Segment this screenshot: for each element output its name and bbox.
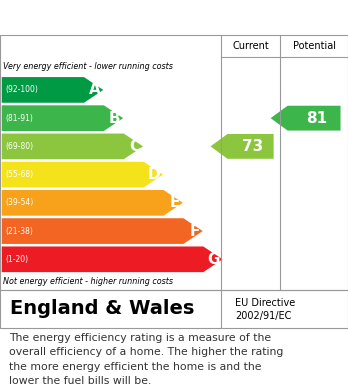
Polygon shape [2, 77, 103, 103]
Text: 2002/91/EC: 2002/91/EC [235, 311, 291, 321]
Text: Potential: Potential [293, 41, 335, 51]
Polygon shape [2, 246, 223, 272]
Text: (69-80): (69-80) [5, 142, 33, 151]
Text: D: D [148, 167, 160, 182]
Text: Very energy efficient - lower running costs: Very energy efficient - lower running co… [3, 62, 173, 71]
Text: E: E [169, 196, 180, 210]
Text: (39-54): (39-54) [5, 198, 33, 207]
Polygon shape [2, 218, 203, 244]
Text: B: B [109, 111, 120, 126]
Text: (92-100): (92-100) [5, 85, 38, 94]
Text: England & Wales: England & Wales [10, 300, 195, 319]
Text: A: A [89, 83, 101, 97]
Text: (55-68): (55-68) [5, 170, 33, 179]
Text: EU Directive: EU Directive [235, 298, 295, 308]
Text: G: G [207, 252, 220, 267]
Text: 81: 81 [306, 111, 327, 126]
Text: (81-91): (81-91) [5, 114, 33, 123]
Text: F: F [190, 224, 200, 239]
Text: C: C [129, 139, 140, 154]
Text: The energy efficiency rating is a measure of the
overall efficiency of a home. T: The energy efficiency rating is a measur… [9, 333, 283, 386]
Polygon shape [2, 134, 143, 159]
Text: (1-20): (1-20) [5, 255, 28, 264]
Text: Energy Efficiency Rating: Energy Efficiency Rating [9, 9, 238, 27]
Polygon shape [2, 162, 163, 187]
Text: Current: Current [232, 41, 269, 51]
Text: Not energy efficient - higher running costs: Not energy efficient - higher running co… [3, 277, 174, 286]
Text: 73: 73 [242, 139, 263, 154]
Polygon shape [2, 190, 183, 216]
Polygon shape [2, 105, 123, 131]
Polygon shape [271, 106, 341, 131]
Polygon shape [211, 134, 274, 159]
Text: (21-38): (21-38) [5, 226, 33, 235]
